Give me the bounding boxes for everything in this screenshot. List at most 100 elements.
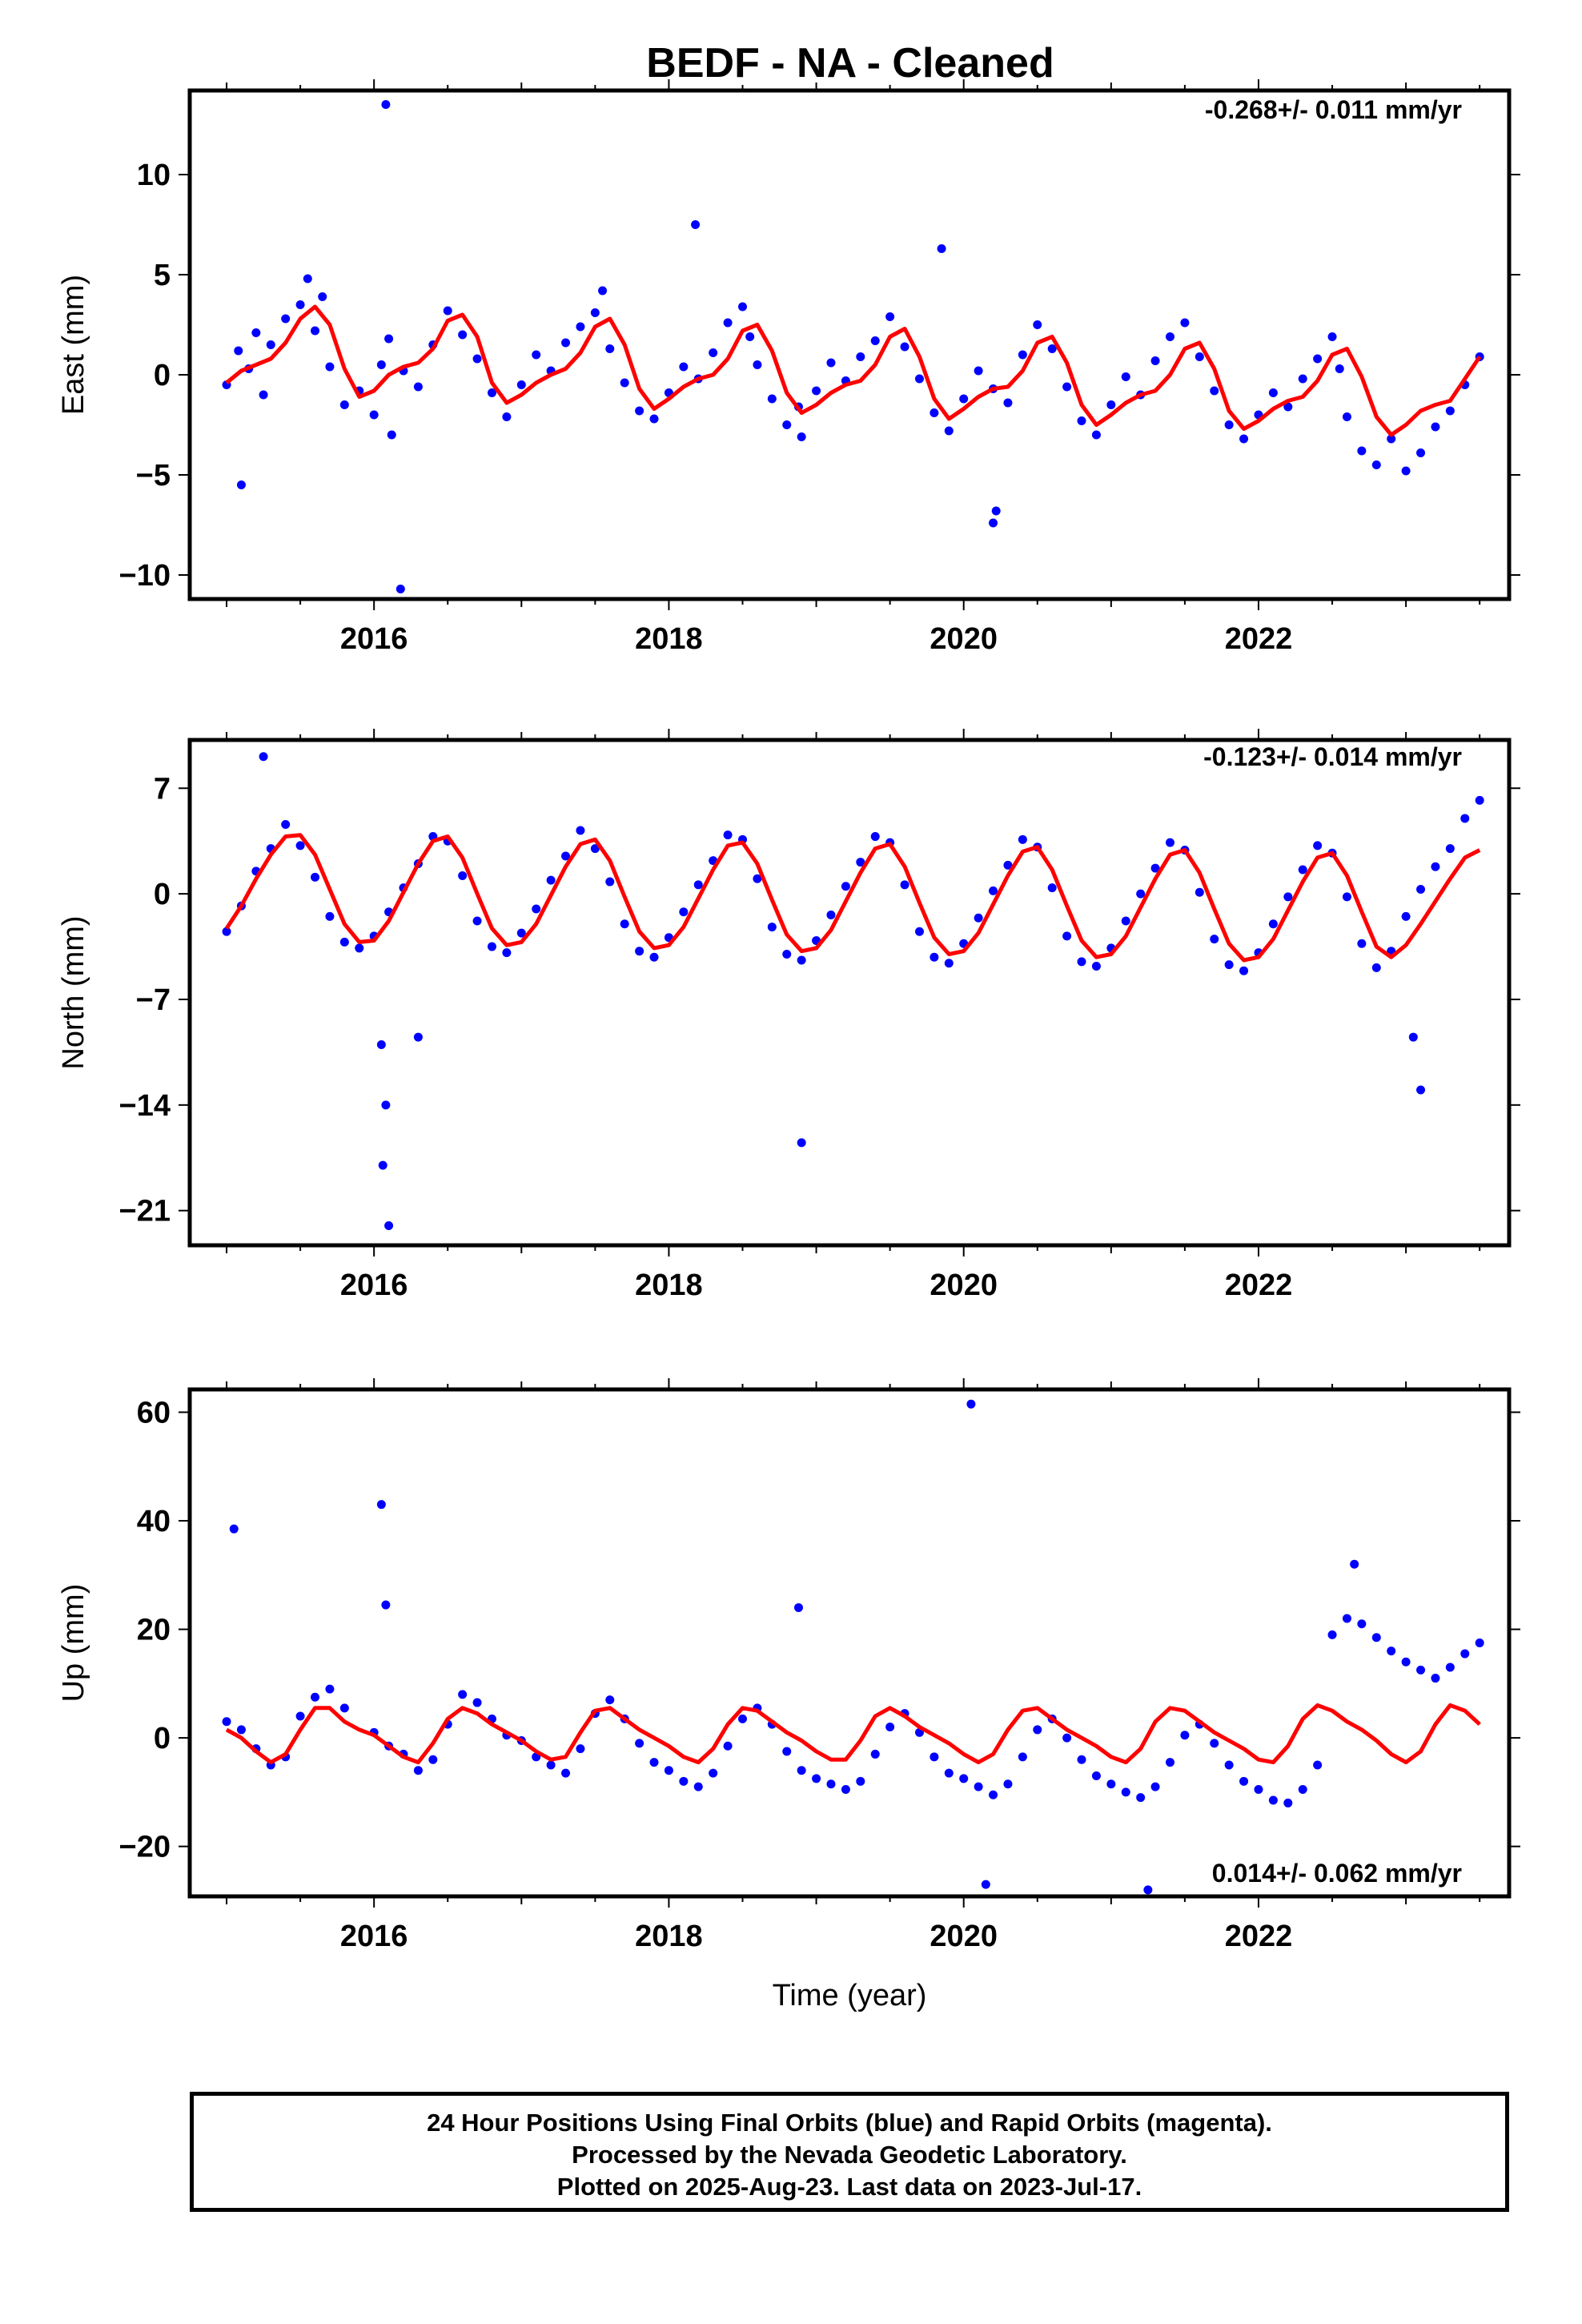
- data-point: [1298, 374, 1307, 384]
- data-point: [930, 1752, 939, 1762]
- data-point: [930, 952, 939, 962]
- y-tick-label: −7: [136, 983, 171, 1017]
- data-point: [944, 1768, 954, 1778]
- data-point: [355, 943, 364, 953]
- data-point: [767, 923, 777, 932]
- data-point: [1254, 1784, 1263, 1794]
- data-point: [959, 1774, 969, 1783]
- data-point: [1401, 911, 1411, 921]
- y-tick-label: 0: [154, 359, 171, 392]
- y-tick-label: 20: [137, 1614, 171, 1647]
- data-point: [1357, 939, 1367, 948]
- data-point: [1003, 860, 1013, 870]
- data-point: [1371, 1633, 1381, 1642]
- data-point: [649, 414, 659, 424]
- data-point: [236, 480, 246, 489]
- data-point: [1121, 916, 1130, 926]
- data-point: [1165, 1758, 1174, 1767]
- data-point: [1239, 1776, 1249, 1786]
- data-point: [1106, 400, 1116, 409]
- data-point: [381, 1100, 391, 1110]
- data-point: [1047, 883, 1057, 893]
- data-point: [381, 1600, 391, 1610]
- data-point: [1121, 372, 1130, 381]
- data-point: [1165, 332, 1174, 341]
- data-point: [605, 1695, 615, 1705]
- data-point: [369, 410, 379, 420]
- data-point: [598, 286, 608, 296]
- data-point: [782, 420, 792, 429]
- data-point: [1298, 865, 1307, 875]
- data-point: [1350, 1559, 1359, 1569]
- data-point: [259, 752, 268, 762]
- data-point: [1408, 1032, 1418, 1042]
- data-point: [1062, 1733, 1072, 1743]
- data-point: [576, 1744, 585, 1754]
- data-point: [1371, 963, 1381, 972]
- data-point: [1239, 434, 1249, 444]
- data-point: [532, 350, 541, 360]
- data-point: [222, 927, 231, 936]
- data-point: [281, 314, 291, 324]
- x-tick-label: 2022: [1225, 1269, 1293, 1302]
- data-point: [229, 1524, 239, 1534]
- data-point: [339, 937, 349, 947]
- data-point: [974, 913, 983, 923]
- data-point: [649, 952, 659, 962]
- data-point: [605, 877, 615, 887]
- data-point: [1150, 863, 1160, 873]
- data-point: [1018, 350, 1027, 360]
- data-point: [1313, 1760, 1323, 1770]
- data-point: [914, 374, 924, 384]
- data-point: [428, 1755, 438, 1764]
- data-point: [234, 346, 243, 356]
- data-point: [1401, 466, 1411, 476]
- y-tick-label: 40: [137, 1505, 171, 1538]
- footer-line-2: Processed by the Nevada Geodetic Laborat…: [572, 2141, 1127, 2169]
- data-point: [1268, 1795, 1278, 1805]
- data-point: [1475, 795, 1484, 805]
- data-point: [1239, 966, 1249, 975]
- data-point: [384, 1221, 394, 1231]
- data-point: [1077, 957, 1086, 967]
- y-tick-label: 7: [154, 772, 171, 806]
- y-axis-label: Up (mm): [57, 1584, 90, 1703]
- data-point: [870, 336, 880, 345]
- east-panel: 2016 2018 2020 2022 −10 −5 0 5 10 East (mm) -0.268…: [57, 79, 1520, 656]
- data-point: [826, 1779, 836, 1789]
- data-point: [841, 1784, 850, 1794]
- data-point: [812, 386, 821, 396]
- data-point: [561, 1768, 571, 1778]
- data-point: [1327, 1630, 1337, 1639]
- data-point: [856, 352, 865, 361]
- y-tick-label: 0: [154, 1722, 171, 1755]
- data-point: [856, 858, 865, 867]
- data-point: [546, 1760, 556, 1770]
- data-point: [1195, 352, 1204, 361]
- data-point: [989, 886, 998, 895]
- data-point: [1047, 344, 1057, 353]
- data-point: [381, 100, 391, 109]
- data-point: [1268, 388, 1278, 397]
- data-point: [1077, 1755, 1086, 1764]
- x-tick-label: 2020: [930, 622, 998, 656]
- data-point: [1136, 1793, 1146, 1803]
- y-tick-label: 60: [137, 1396, 171, 1429]
- data-point: [472, 1698, 482, 1707]
- data-point: [376, 1039, 386, 1049]
- data-point: [396, 585, 405, 593]
- data-point: [1445, 406, 1455, 416]
- data-point: [236, 1725, 246, 1735]
- data-point: [311, 1692, 320, 1702]
- data-point: [797, 1766, 806, 1775]
- data-point: [576, 826, 585, 835]
- plot-area: [222, 752, 1484, 1231]
- data-point: [753, 360, 762, 369]
- data-point: [1431, 422, 1440, 432]
- data-point: [376, 1500, 386, 1510]
- data-point: [1077, 416, 1086, 425]
- data-point: [944, 426, 954, 436]
- data-point: [930, 408, 939, 417]
- data-point: [1180, 318, 1190, 328]
- data-point: [1224, 1760, 1234, 1770]
